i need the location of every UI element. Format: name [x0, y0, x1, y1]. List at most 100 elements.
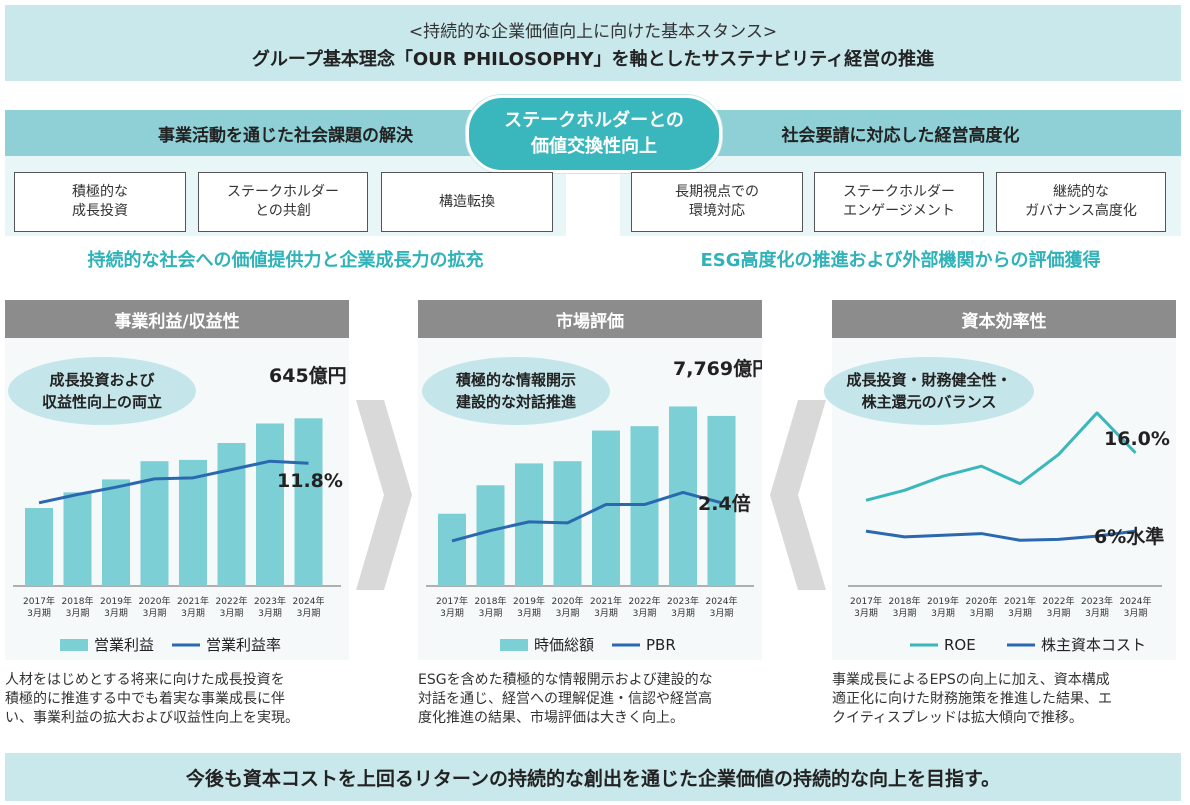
box-environment: 長期視点での 環境対応 — [631, 172, 803, 232]
x-tick-label: 3月期 — [220, 608, 244, 619]
chart-market-cap: 2017年3月期2018年3月期2019年3月期2020年3月期2021年3月期… — [426, 357, 762, 654]
box-line: ガバナンス高度化 — [1025, 203, 1137, 219]
legend-label: 営業利益 — [94, 636, 154, 654]
center-pill: ステークホルダーとの 価値交換性向上 — [466, 95, 722, 173]
x-tick-label: 2017年 — [850, 595, 882, 607]
desc-line: 積極的に推進する中でも着実な事業成長に伴 — [5, 691, 285, 707]
box-line: 積極的な — [72, 184, 128, 200]
bar — [25, 508, 53, 586]
data-label: 6%水準 — [1094, 525, 1164, 548]
box-line: ステークホルダー — [227, 184, 339, 200]
x-tick-label: 3月期 — [479, 608, 503, 619]
x-tick-label: 2024年 — [706, 595, 738, 607]
desc-line: ESGを含めた積極的な情報開示および建設的な — [418, 672, 713, 688]
x-tick-label: 3月期 — [710, 608, 734, 619]
bubble-market: 積極的な情報開示 建設的な対話推進 — [422, 357, 610, 425]
x-tick-label: 3月期 — [181, 608, 205, 619]
box-governance: 継続的な ガバナンス高度化 — [996, 172, 1166, 232]
x-tick-label: 3月期 — [556, 608, 580, 619]
x-tick-label: 3月期 — [440, 608, 464, 619]
x-tick-label: 2017年 — [436, 595, 468, 607]
data-label: 645億円 — [269, 364, 347, 387]
x-tick-label: 3月期 — [143, 608, 167, 619]
x-tick-label: 2019年 — [100, 595, 132, 607]
x-tick-label: 2018年 — [62, 595, 94, 607]
x-tick-label: 3月期 — [27, 608, 51, 619]
bubble-line: 積極的な情報開示 — [455, 371, 576, 389]
box-line: 構造転換 — [439, 193, 495, 210]
center-pill-line2: 価値交換性向上 — [531, 136, 657, 157]
bar — [217, 443, 246, 586]
box-line: との共創 — [255, 203, 311, 219]
right-result-text: ESG高度化の推進および外部機関からの評価獲得 — [700, 250, 1101, 271]
chart-roe: 2017年3月期2018年3月期2019年3月期2020年3月期2021年3月期… — [848, 411, 1170, 654]
box-line: 成長投資 — [72, 203, 128, 219]
legend-swatch-bar — [60, 639, 88, 651]
bar — [63, 492, 92, 586]
box-engagement: ステークホルダー エンゲージメント — [814, 172, 984, 232]
x-tick-label: 3月期 — [633, 608, 657, 619]
bar — [102, 479, 130, 586]
x-tick-label: 2017年 — [23, 595, 55, 607]
data-label: 16.0% — [1104, 428, 1170, 450]
bubble-capital: 成長投資・財務健全性・ 株主還元のバランス — [824, 357, 1034, 425]
x-tick-label: 3月期 — [893, 608, 917, 619]
bar — [476, 485, 505, 586]
x-tick-label: 2022年 — [216, 595, 248, 607]
bar — [179, 459, 207, 586]
x-tick-label: 2018年 — [889, 595, 921, 607]
section-title-profit: 事業利益/収益性 — [5, 300, 349, 338]
x-tick-label: 2024年 — [293, 595, 325, 607]
bubble-line: 建設的な対話推進 — [455, 393, 576, 411]
desc-line: 事業成長によるEPSの向上に加え、資本構成 — [832, 672, 1110, 688]
x-tick-label: 3月期 — [1047, 608, 1071, 619]
legend-swatch-bar — [500, 639, 528, 651]
header-subtitle: <持続的な企業価値向上に向けた基本スタンス> — [408, 22, 778, 42]
footer-banner: 今後も資本コストを上回るリターンの持続的な創出を通じた企業価値の持続的な向上を目… — [5, 753, 1181, 801]
x-tick-label: 2019年 — [513, 595, 545, 607]
x-tick-label: 3月期 — [854, 608, 878, 619]
x-tick-label: 2021年 — [590, 595, 622, 607]
x-tick-label: 2022年 — [1043, 595, 1075, 607]
x-tick-label: 3月期 — [970, 608, 994, 619]
desc-capital: 事業成長によるEPSの向上に加え、資本構成 適正化に向けた財務施策を推進した結果… — [832, 671, 1182, 728]
x-tick-label: 3月期 — [258, 608, 282, 619]
header-title: グループ基本理念「OUR PHILOSOPHY」を軸としたサステナビリティ経営の… — [251, 49, 935, 70]
x-tick-label: 3月期 — [931, 608, 955, 619]
legend-label: ROE — [944, 636, 976, 654]
section-title-capital: 資本効率性 — [832, 300, 1176, 338]
x-tick-label: 2020年 — [139, 595, 171, 607]
x-tick-label: 2023年 — [667, 595, 699, 607]
section-title-market: 市場評価 — [418, 300, 762, 338]
x-tick-label: 2018年 — [475, 595, 507, 607]
x-tick-label: 2023年 — [1081, 595, 1113, 607]
x-tick-label: 3月期 — [1008, 608, 1032, 619]
bubble-profit: 成長投資および 収益性向上の両立 — [8, 357, 196, 425]
x-tick-label: 2024年 — [1120, 595, 1152, 607]
box-line: 長期視点での — [675, 184, 759, 200]
x-tick-label: 3月期 — [1085, 608, 1109, 619]
desc-line: 対話を通じ、経営への理解促進・信認や経営高 — [418, 691, 712, 707]
x-tick-label: 2020年 — [552, 595, 584, 607]
x-tick-label: 3月期 — [66, 608, 90, 619]
desc-line: い、事業利益の拡大および収益性向上を実現。 — [5, 710, 299, 726]
x-tick-label: 2021年 — [1004, 595, 1036, 607]
bubble-line: 成長投資および — [49, 371, 155, 389]
data-label: 11.8% — [277, 470, 343, 492]
x-tick-label: 2019年 — [927, 595, 959, 607]
bar — [630, 426, 659, 586]
desc-market: ESGを含めた積極的な情報開示および建設的な 対話を通じ、経営への理解促進・信認… — [418, 671, 768, 728]
x-tick-label: 3月期 — [297, 608, 321, 619]
x-tick-label: 2023年 — [254, 595, 286, 607]
line-series — [865, 529, 1136, 542]
box-line: ステークホルダー — [843, 184, 955, 200]
x-tick-label: 2020年 — [966, 595, 998, 607]
data-label: 2.4倍 — [698, 492, 751, 515]
header-banner: <持続的な企業価値向上に向けた基本スタンス> グループ基本理念「OUR PHIL… — [5, 5, 1181, 81]
chart-operating-profit: 2017年3月期2018年3月期2019年3月期2020年3月期2021年3月期… — [13, 364, 347, 654]
legend-label: 株主資本コスト — [1041, 636, 1146, 654]
box-line: エンゲージメント — [843, 203, 955, 219]
box-co-creation: ステークホルダー との共創 — [198, 172, 368, 232]
bubble-line: 成長投資・財務健全性・ — [846, 371, 1012, 389]
box-structural-transformation: 構造転換 — [381, 172, 553, 232]
